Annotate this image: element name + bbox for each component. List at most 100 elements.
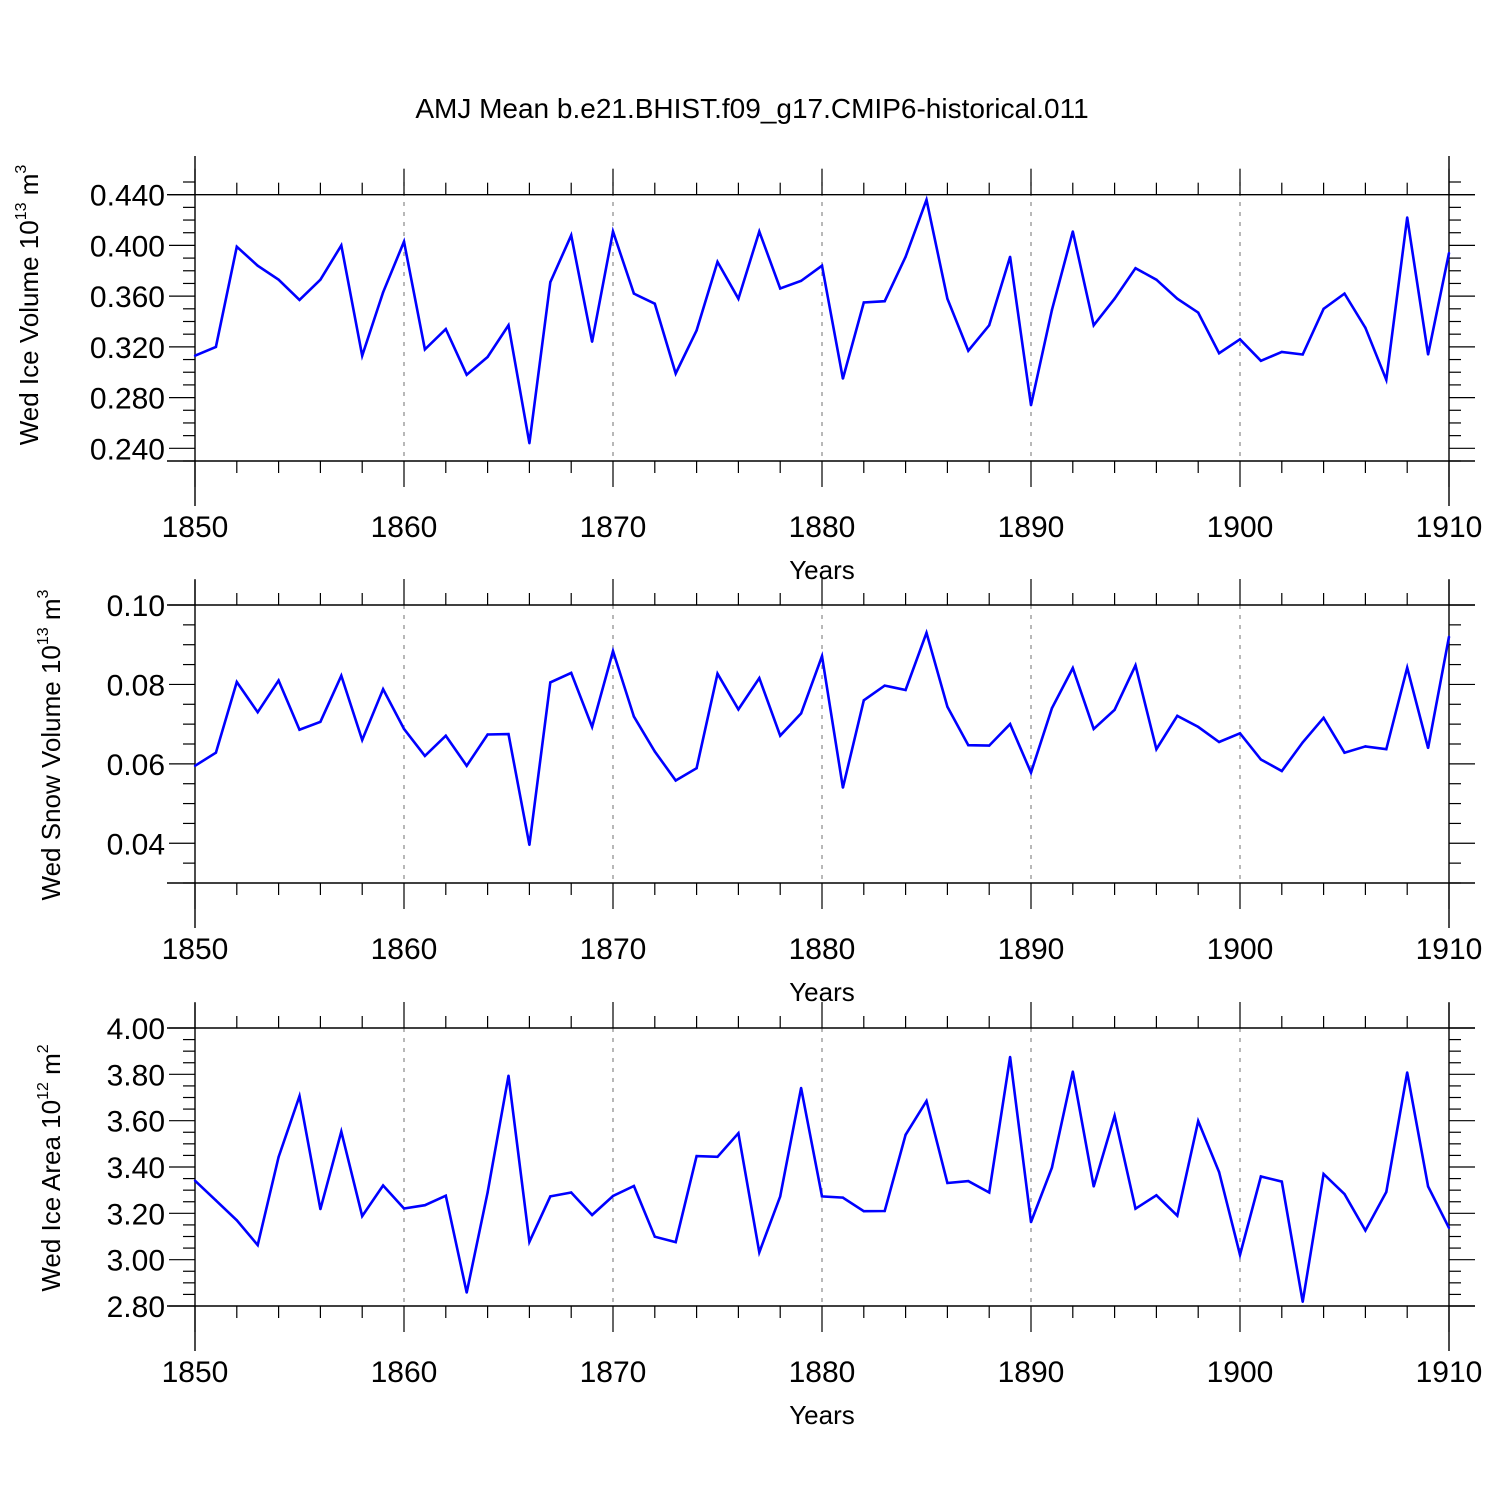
data-point	[590, 1213, 594, 1217]
y-tick-label: 0.360	[90, 281, 165, 314]
data-point	[381, 1184, 385, 1187]
y-axis-label: Wed Ice Volume 1013 m3	[13, 165, 44, 446]
data-point	[925, 1099, 928, 1103]
data-point	[1176, 1214, 1179, 1217]
y-tick-label: 0.04	[107, 828, 165, 861]
data-point	[444, 327, 447, 331]
data-point	[1343, 751, 1346, 754]
data-point	[988, 1191, 991, 1194]
data-point	[1092, 727, 1095, 731]
data-point	[1280, 1180, 1284, 1183]
data-point	[465, 764, 468, 768]
data-point	[1385, 378, 1388, 382]
data-point	[1197, 311, 1200, 314]
data-point	[298, 298, 301, 302]
x-tick-label: 1900	[1207, 933, 1274, 966]
data-point	[1050, 1166, 1054, 1169]
data-point	[1343, 292, 1346, 295]
data-point	[235, 1219, 238, 1222]
data-point	[423, 1204, 427, 1207]
x-tick-label: 1870	[580, 511, 647, 544]
data-point	[674, 372, 677, 375]
data-point	[298, 728, 301, 731]
data-point	[256, 264, 259, 267]
data-point	[695, 1154, 698, 1158]
data-point	[1322, 307, 1325, 311]
data-point	[716, 260, 719, 264]
data-point	[507, 1074, 510, 1077]
x-tick-label: 1890	[998, 933, 1065, 966]
data-point	[1008, 1055, 1012, 1059]
data-point	[1092, 1185, 1095, 1188]
data-point	[674, 779, 677, 782]
data-point	[277, 1155, 280, 1159]
data-point	[779, 287, 782, 290]
data-point	[632, 715, 636, 718]
y-tick-label: 0.400	[90, 230, 165, 263]
data-point	[841, 1196, 845, 1199]
data-point	[758, 676, 761, 680]
data-point	[549, 1195, 552, 1198]
y-tick-label: 0.280	[90, 383, 165, 416]
data-point	[444, 1194, 447, 1197]
data-point	[402, 727, 406, 731]
data-point	[319, 720, 322, 723]
chart-title: AMJ Mean b.e21.BHIST.f09_g17.CMIP6-histo…	[415, 93, 1088, 124]
y-tick-label: 0.240	[90, 433, 165, 466]
data-point	[528, 843, 531, 847]
data-point	[1322, 1172, 1325, 1176]
data-point	[1217, 740, 1221, 744]
x-tick-label: 1900	[1207, 1356, 1274, 1389]
data-point	[1385, 1190, 1388, 1194]
data-point	[1217, 352, 1221, 355]
data-point	[1155, 747, 1158, 751]
data-point	[1322, 716, 1325, 719]
data-point	[988, 744, 991, 747]
data-point	[611, 1194, 615, 1198]
data-point	[340, 1130, 343, 1133]
data-point	[1113, 1114, 1116, 1118]
data-point	[1259, 359, 1263, 363]
data-point	[862, 1210, 865, 1213]
x-tick-label: 1880	[789, 933, 856, 966]
x-tick-label: 1850	[162, 1356, 229, 1389]
y-tick-label: 0.320	[90, 332, 165, 365]
x-tick-label: 1900	[1207, 511, 1274, 544]
data-point	[1008, 255, 1012, 259]
data-point	[1406, 1071, 1409, 1074]
data-point	[1426, 1185, 1430, 1188]
y-tick-label: 3.80	[107, 1059, 165, 1092]
x-tick-label: 1910	[1416, 933, 1483, 966]
data-point	[1426, 746, 1430, 750]
data-point	[1238, 338, 1242, 341]
data-point	[1280, 769, 1284, 773]
data-point	[340, 674, 343, 677]
data-point	[1217, 1170, 1221, 1174]
data-point	[904, 1133, 907, 1136]
y-axis-label: Wed Snow Volume 1013 m3	[35, 589, 66, 900]
y-axis-label: Wed Ice Area 1012 m2	[35, 1044, 66, 1291]
data-point	[361, 738, 364, 742]
x-tick-label: 1850	[162, 511, 229, 544]
data-point	[1238, 732, 1242, 735]
data-point	[1406, 216, 1409, 219]
data-point	[1113, 708, 1116, 712]
data-point	[799, 1086, 803, 1090]
data-point	[779, 1195, 782, 1198]
data-point	[277, 679, 280, 682]
data-point	[799, 712, 803, 715]
data-point	[361, 1214, 364, 1218]
data-point	[381, 687, 385, 691]
data-point	[193, 354, 197, 357]
data-point	[946, 1181, 949, 1185]
data-point	[1426, 353, 1430, 356]
data-point	[235, 245, 238, 248]
y-tick-label: 0.10	[107, 590, 165, 623]
data-point	[925, 198, 928, 201]
x-axis-label: Years	[789, 1400, 855, 1430]
x-tick-label: 1870	[580, 1356, 647, 1389]
data-point	[716, 672, 719, 675]
data-point	[737, 297, 740, 300]
data-point	[235, 680, 238, 684]
